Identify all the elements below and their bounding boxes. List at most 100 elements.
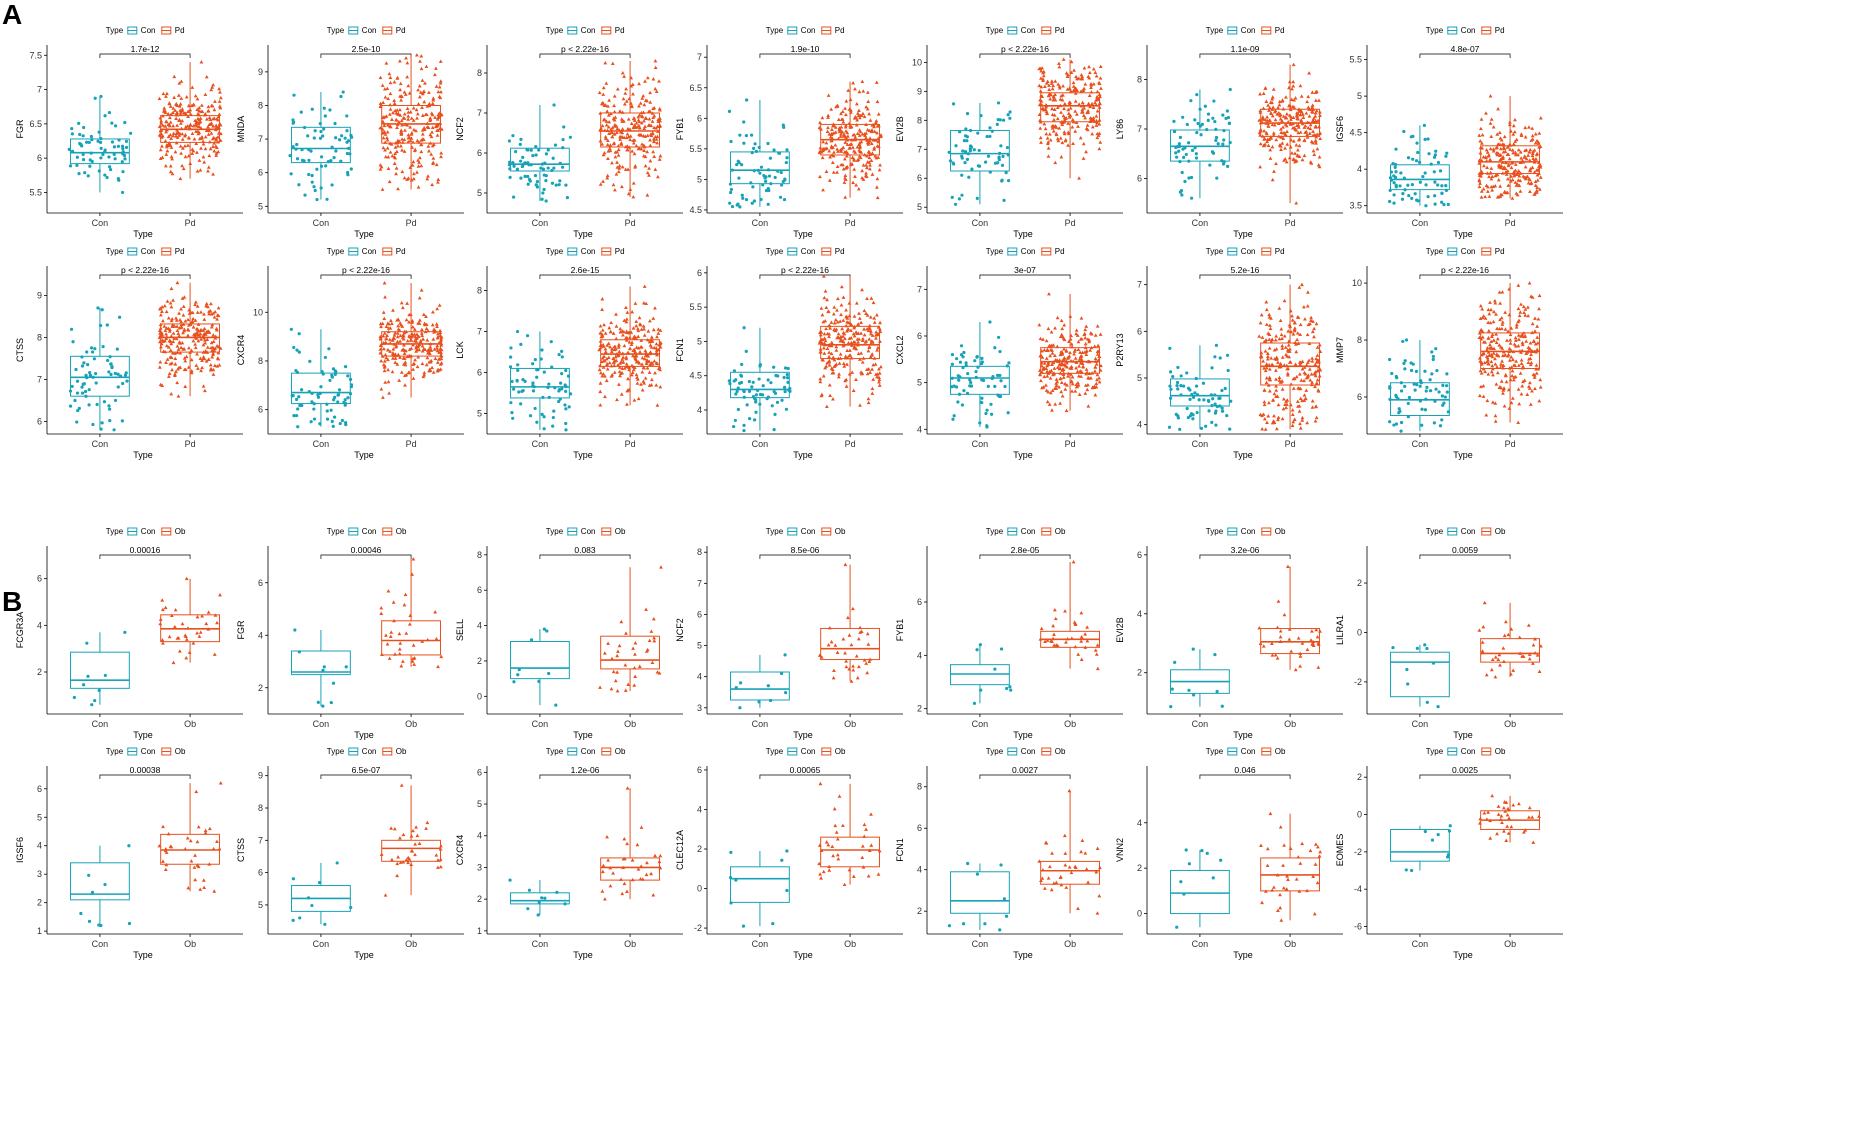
point-case <box>848 142 853 147</box>
point-case <box>1499 315 1504 320</box>
point-case <box>1098 140 1103 144</box>
point-case <box>839 132 843 136</box>
point-case <box>631 141 636 145</box>
point-con <box>1424 183 1428 187</box>
point-case <box>430 322 435 327</box>
point-con <box>750 151 754 155</box>
point-con <box>1184 152 1188 157</box>
point-case <box>392 353 397 358</box>
point-case <box>1290 313 1294 318</box>
point-con <box>1409 368 1414 373</box>
point-case <box>431 98 436 102</box>
point-case <box>1487 174 1491 179</box>
point-case <box>1290 408 1295 412</box>
point-con <box>102 400 107 404</box>
point-con <box>740 193 744 197</box>
point-case <box>170 351 175 355</box>
point-case <box>1278 318 1283 323</box>
point-case <box>1270 145 1275 149</box>
point-con <box>1424 389 1428 393</box>
point-case <box>174 111 179 116</box>
point-case <box>181 330 185 335</box>
point-case <box>1077 102 1081 106</box>
point-case <box>1038 66 1043 71</box>
point-case <box>1280 336 1284 341</box>
point-case <box>1298 130 1303 134</box>
point-case <box>1478 145 1483 150</box>
point-con <box>541 395 545 399</box>
point-case <box>211 144 215 148</box>
point-case <box>1048 390 1053 395</box>
point-case <box>1307 107 1311 111</box>
point-con <box>1406 156 1411 160</box>
point-case <box>1084 371 1089 376</box>
point-case <box>1484 183 1489 188</box>
point-con <box>1388 199 1392 204</box>
point-case <box>1040 370 1045 374</box>
y-tick-label: 6 <box>1357 392 1362 402</box>
point-case <box>201 142 206 146</box>
point-con <box>508 160 512 164</box>
point-case <box>648 350 653 354</box>
point-case <box>831 312 836 316</box>
point-con <box>1178 160 1182 164</box>
point-case <box>1045 374 1050 378</box>
point-con <box>1228 427 1232 431</box>
point-case <box>160 155 165 159</box>
point-case <box>436 177 441 182</box>
point-con <box>1397 407 1401 411</box>
point-case <box>646 123 651 127</box>
point-case <box>1284 95 1288 99</box>
point-case <box>862 332 867 337</box>
point-case <box>859 370 863 374</box>
point-case <box>387 71 392 76</box>
point-case <box>1068 337 1073 341</box>
point-case <box>170 322 175 327</box>
point-con <box>952 384 956 388</box>
point-case <box>851 340 856 344</box>
point-con <box>968 149 973 153</box>
point-case <box>1309 161 1314 165</box>
box-iqr <box>291 372 351 405</box>
point-case <box>1268 148 1273 152</box>
point-con <box>337 138 342 142</box>
point-con <box>85 350 89 354</box>
point-case <box>190 319 195 323</box>
point-case <box>168 301 173 305</box>
y-tick-label: 7 <box>258 134 263 144</box>
point-case <box>633 125 638 129</box>
point-case <box>654 350 659 355</box>
point-case <box>157 124 162 129</box>
point-case <box>876 155 881 159</box>
point-con <box>519 342 523 346</box>
point-case <box>1520 342 1525 347</box>
point-con <box>348 377 353 382</box>
point-case <box>1317 374 1322 378</box>
point-con <box>1430 350 1434 354</box>
point-case <box>159 131 164 136</box>
point-con <box>1445 372 1449 376</box>
point-case <box>658 328 663 332</box>
point-case <box>173 149 178 154</box>
point-case <box>1274 347 1279 351</box>
point-con <box>122 153 127 158</box>
point-case <box>1303 317 1307 321</box>
point-con <box>557 352 561 357</box>
point-case <box>393 151 398 156</box>
point-case <box>165 299 170 303</box>
point-con <box>766 378 770 382</box>
point-case <box>857 108 861 112</box>
point-case <box>1479 169 1484 174</box>
point-case <box>864 171 868 175</box>
point-case <box>1501 150 1506 154</box>
point-case <box>196 112 200 116</box>
point-con <box>1388 188 1392 192</box>
point-con <box>1190 392 1194 397</box>
point-case <box>1066 371 1071 375</box>
point-case <box>867 155 872 160</box>
point-con <box>1399 171 1403 175</box>
point-con <box>742 326 746 330</box>
point-case <box>1298 112 1303 117</box>
point-case <box>1095 131 1100 136</box>
point-con <box>550 365 554 369</box>
